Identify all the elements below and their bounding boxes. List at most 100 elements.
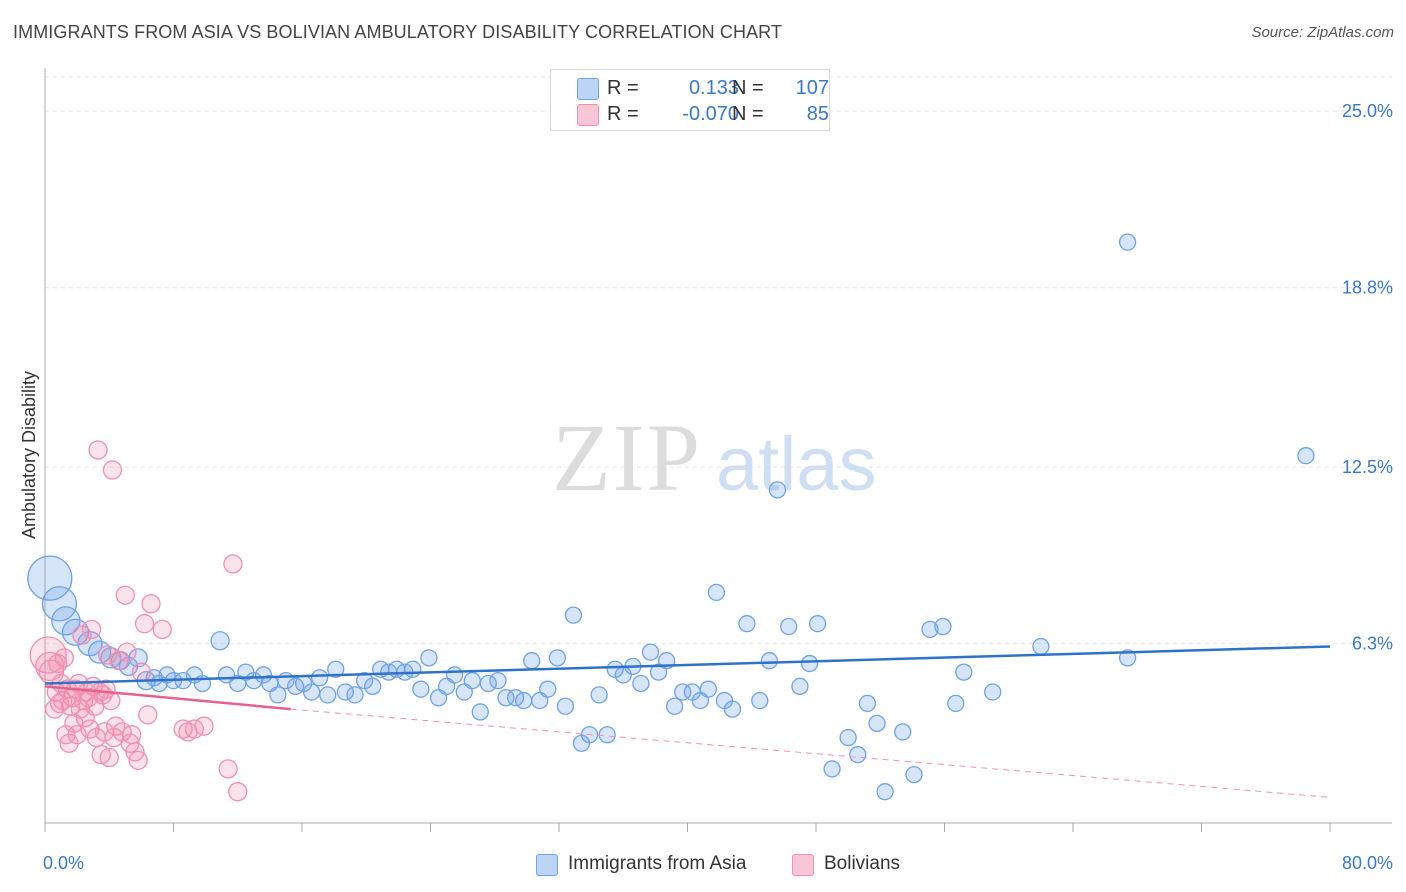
legend-row-asia: R = 0.133 N = 107 (577, 75, 829, 101)
data-point-asia (445, 666, 464, 684)
series-bolivians-points (29, 440, 248, 802)
y-tick-labels: 6.3% 12.5% 18.8% 25.0% (1342, 101, 1393, 653)
data-point-asia (471, 703, 489, 721)
bottom-legend-label-bolivians: Bolivians (824, 853, 901, 874)
data-point-bolivians (128, 750, 148, 771)
data-point-asia (336, 683, 355, 701)
data-point-asia (808, 615, 827, 633)
data-point-asia (269, 686, 287, 704)
legend-r-label: R = (607, 77, 639, 99)
bottom-legend-label-asia: Immigrants from Asia (568, 853, 747, 874)
legend-r-label: R = (607, 103, 639, 125)
data-point-asia (302, 683, 321, 701)
data-point-asia (489, 671, 507, 690)
data-point-asia (311, 669, 329, 687)
bottom-legend-swatch-bolivians (792, 854, 814, 876)
y-tick-label: 18.8% (1342, 278, 1393, 298)
data-point-bolivians (218, 759, 238, 779)
data-point-asia (905, 765, 923, 784)
data-point-bolivians (97, 645, 118, 665)
series-asia-points (27, 233, 1315, 801)
data-point-asia (1032, 637, 1050, 656)
data-point-asia (800, 654, 819, 673)
watermark-atlas: atlas (716, 422, 877, 507)
correlation-legend: R = 0.133 N = 107 R = -0.070 N = 85 (550, 69, 830, 131)
chart-title: IMMIGRANTS FROM ASIA VS BOLIVIAN AMBULAT… (13, 22, 783, 42)
data-point-asia (699, 680, 718, 698)
data-point-asia (497, 689, 515, 707)
data-point-bolivians (99, 747, 119, 768)
data-point-asia (791, 677, 809, 695)
x-tick-label-max: 80.0% (1342, 853, 1393, 873)
grid-lines (45, 76, 1392, 645)
data-point-asia (760, 652, 779, 670)
y-tick-label: 25.0% (1342, 101, 1393, 121)
data-point-asia (934, 617, 952, 636)
data-point-asia (723, 700, 742, 718)
legend-swatch-bolivians (577, 104, 599, 126)
data-point-bolivians (54, 648, 74, 668)
y-axis-label: Ambulatory Disability (19, 371, 39, 539)
data-point-asia (515, 691, 533, 710)
data-point-asia (780, 617, 798, 636)
data-point-asia (548, 649, 567, 667)
legend-n-label: N = (732, 77, 764, 99)
data-point-asia (556, 697, 575, 715)
data-point-asia (894, 723, 912, 741)
data-point-bolivians (223, 554, 243, 574)
trend-lines (44, 645, 1331, 798)
data-point-bolivians (72, 625, 92, 645)
trend-line-bolivians (44, 685, 291, 711)
data-point-asia (666, 697, 684, 715)
data-point-asia (876, 783, 894, 801)
data-point-asia (590, 686, 608, 704)
data-point-asia (858, 694, 877, 713)
trend-line-bolivians-extension (290, 708, 1331, 798)
data-point-asia (839, 728, 857, 747)
data-point-asia (1118, 649, 1137, 667)
legend-n-value-asia: 107 (795, 77, 829, 99)
data-point-bolivians (141, 594, 161, 614)
data-point-asia (674, 683, 692, 701)
data-point-asia (707, 583, 726, 602)
data-point-asia (404, 660, 422, 678)
data-point-bolivians (122, 725, 142, 745)
data-point-asia (364, 677, 382, 695)
y-tick-label: 6.3% (1352, 634, 1393, 654)
data-point-bolivians (96, 679, 116, 699)
data-point-bolivians (117, 642, 137, 662)
data-point-asia (420, 649, 438, 667)
data-point-asia (1118, 233, 1137, 251)
data-point-asia (868, 714, 886, 732)
data-point-asia (327, 660, 345, 678)
data-point-asia (523, 652, 541, 670)
data-point-bolivians (131, 662, 152, 682)
data-point-bolivians (228, 782, 248, 802)
data-point-asia (346, 686, 364, 704)
data-point-bolivians (115, 585, 135, 605)
data-point-asia (849, 746, 867, 764)
source-credit: Source: ZipAtlas.com (1251, 24, 1394, 41)
data-point-asia (463, 671, 481, 690)
data-point-asia (947, 694, 965, 713)
data-point-asia (751, 691, 769, 710)
data-point-bolivians (102, 460, 123, 480)
data-point-asia (319, 686, 337, 704)
data-point-asia (823, 760, 841, 778)
data-point-asia (1297, 447, 1315, 465)
data-point-asia (768, 481, 787, 499)
bottom-legend-swatch-asia (536, 854, 558, 876)
axes (44, 68, 1392, 832)
legend-r-value-asia: 0.133 (688, 77, 739, 99)
watermark: ZIP atlas (552, 404, 877, 511)
trend-line-asia (44, 645, 1331, 685)
data-point-asia (479, 674, 497, 693)
data-point-asia (564, 606, 583, 624)
data-point-bolivians (194, 716, 214, 736)
data-point-asia (598, 726, 616, 744)
data-point-asia (955, 663, 973, 681)
x-tick-label-min: 0.0% (43, 853, 84, 873)
data-point-asia (412, 680, 430, 698)
data-point-asia (254, 666, 273, 684)
